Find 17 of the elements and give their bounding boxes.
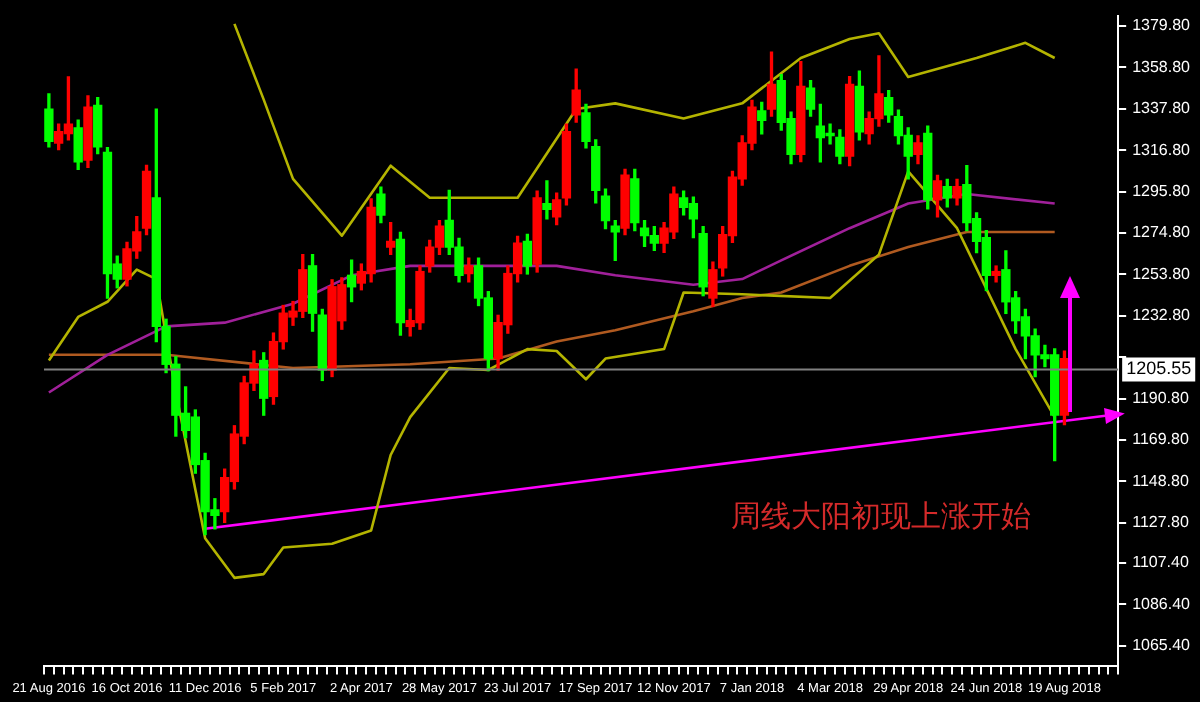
y-tick-label: 1127.80 bbox=[1132, 513, 1190, 532]
y-tick-label: 1065.40 bbox=[1132, 636, 1192, 655]
y-tick-label: 1148.80 bbox=[1132, 471, 1190, 490]
annotation: 周线大阳初现上涨开始 bbox=[731, 497, 1032, 536]
y-tick-label: 1169.80 bbox=[1132, 430, 1190, 449]
ref-line-label: 1205.55 bbox=[1126, 358, 1192, 379]
y-tick-label: 1358.80 bbox=[1132, 57, 1192, 76]
y-tick-label: 1232.80 bbox=[1132, 306, 1192, 325]
y-tick-label: 1379.80 bbox=[1132, 16, 1192, 35]
y-tick-label: 1086.40 bbox=[1132, 594, 1192, 613]
y-tick-label: 1295.80 bbox=[1132, 181, 1192, 200]
y-tick-label: 1316.80 bbox=[1132, 140, 1192, 159]
y-tick-label: 1253.80 bbox=[1132, 264, 1192, 283]
y-tick-label: 1107.40 bbox=[1132, 553, 1190, 572]
y-tick-label: 1337.80 bbox=[1132, 99, 1192, 118]
y-tick-label: 1274.80 bbox=[1132, 223, 1192, 242]
y-tick-label: 1190.80 bbox=[1132, 388, 1190, 407]
